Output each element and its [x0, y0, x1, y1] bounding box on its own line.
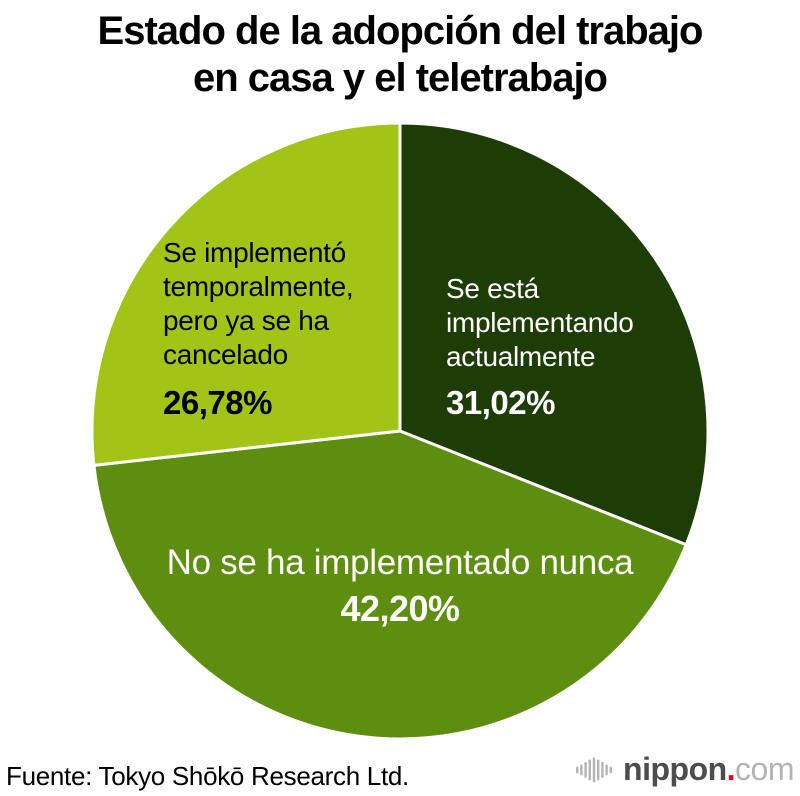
logo-tld: com — [735, 751, 794, 787]
source-credit: Fuente: Tokyo Shōkō Research Ltd. — [6, 761, 409, 791]
pie-slice-2 — [90, 121, 402, 467]
slice-label-currently-implementing: Se está implementando actualmente — [446, 273, 634, 372]
logo-dot: . — [726, 751, 736, 787]
slice-label-implemented-then-cancelled: Se implementó temporalmente, pero ya se … — [163, 237, 354, 370]
slice-value-currently-implementing: 31,02% — [446, 384, 555, 421]
slice-value-implemented-then-cancelled: 26,78% — [163, 384, 272, 421]
soundwave-bars-icon — [576, 757, 613, 782]
logo-name: nippon — [623, 751, 727, 787]
nippon-logo-text: nippon.com — [623, 751, 794, 788]
chart-title: Estado de la adopción del trabajo en cas… — [97, 9, 704, 100]
slice-label-never-implemented: No se ha implementado nunca — [166, 543, 634, 582]
pie-slice-0 — [398, 121, 710, 547]
nippon-logo: nippon.com — [576, 751, 794, 788]
slice-value-never-implemented: 42,20% — [340, 588, 460, 629]
pie-slice-1 — [92, 429, 688, 741]
